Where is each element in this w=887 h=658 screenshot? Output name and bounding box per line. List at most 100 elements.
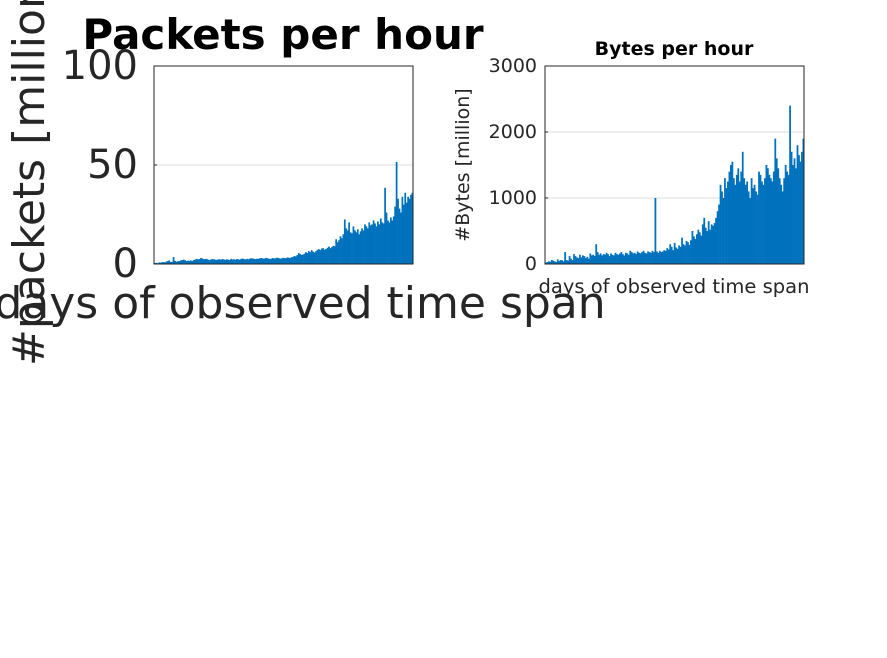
bytes-bar [755, 191, 757, 264]
packets-bar [166, 261, 169, 264]
bytes-bar [641, 252, 643, 264]
bytes-bar [793, 158, 796, 264]
packets-bar [296, 255, 299, 264]
bytes-bar [690, 240, 692, 264]
packets-bar [200, 258, 202, 264]
bytes-bar [728, 171, 731, 264]
bytes-tick-label: 3000 [489, 55, 537, 77]
packets-bar [384, 187, 386, 264]
bytes-bar [713, 223, 716, 264]
packets-bar [237, 259, 240, 264]
bytes-x-axis-label: days of observed time span [539, 275, 810, 298]
packets-bar [388, 222, 391, 264]
bytes-bar [695, 234, 698, 264]
packets-bar [238, 259, 241, 264]
bytes-bar [731, 161, 734, 264]
bytes-bar [598, 254, 601, 264]
bytes-bar [700, 235, 703, 264]
packets-bar [207, 259, 209, 264]
bytes-bar [590, 255, 593, 264]
packets-y-ticks: 0 50 100 [62, 43, 157, 287]
packets-bar [364, 224, 366, 264]
packets-bar [214, 259, 217, 264]
packets-bar [341, 238, 343, 264]
packets-bar [210, 259, 212, 264]
bytes-chart: Bytes per hour 0 1000 2000 3000 days of obs… [452, 38, 809, 298]
bytes-bar [657, 252, 660, 264]
bytes-bar [746, 181, 749, 264]
packets-bar [174, 260, 176, 264]
packets-bar [223, 259, 225, 264]
bytes-bar [638, 252, 641, 264]
bytes-bar [768, 174, 771, 264]
packets-bars [154, 162, 414, 264]
bytes-bar [737, 168, 740, 264]
bytes-chart-title: Bytes per hour [595, 38, 754, 60]
bytes-bar [777, 168, 780, 264]
packets-bar [358, 234, 361, 264]
packets-bar [339, 236, 342, 264]
bytes-bar [775, 158, 778, 264]
packets-bar [217, 259, 220, 264]
packets-bar [374, 223, 376, 264]
packets-bar [234, 259, 237, 264]
packets-bar [391, 220, 394, 264]
packets-bar [302, 254, 304, 264]
bytes-bar [724, 178, 726, 264]
bytes-bar [725, 188, 728, 264]
packets-bar [300, 254, 303, 264]
packets-bar [201, 258, 204, 264]
bytes-bar [710, 224, 713, 264]
packets-bar [220, 259, 222, 264]
bytes-bar [712, 225, 715, 264]
packets-bar [228, 260, 231, 264]
bytes-bar [784, 165, 787, 264]
packets-bar [397, 198, 399, 264]
packets-bar [309, 252, 312, 264]
packets-bar [330, 247, 333, 264]
bytes-bar [661, 251, 664, 264]
packets-bar [195, 258, 198, 264]
packets-bar [336, 242, 339, 264]
packets-bar [233, 259, 235, 264]
bytes-bar [573, 254, 575, 264]
packets-bar [408, 198, 411, 264]
bytes-bar [547, 261, 550, 264]
bytes-bar [559, 260, 562, 264]
packets-bar [169, 262, 172, 264]
bytes-bar [759, 174, 762, 264]
bytes-bar [650, 252, 652, 264]
packets-bar [185, 261, 188, 264]
bytes-bar [740, 171, 743, 264]
packets-bar [283, 258, 286, 264]
bytes-bar [730, 165, 732, 264]
bytes-bar [796, 145, 799, 264]
packets-bar [323, 249, 326, 264]
packets-bar [310, 250, 313, 264]
packets-bar [289, 258, 291, 264]
packets-bar [178, 261, 181, 264]
packets-bar [316, 249, 319, 264]
bytes-bar [789, 105, 791, 264]
bytes-tick-label: 1000 [489, 187, 537, 209]
packets-bar [250, 258, 253, 264]
packets-bar [267, 258, 270, 264]
packets-bar [269, 259, 271, 264]
packets-bar [348, 222, 350, 264]
bytes-bar [688, 244, 691, 264]
bytes-bar [753, 184, 756, 264]
bytes-bar [667, 249, 670, 264]
packets-bar [368, 222, 371, 264]
packets-bar [244, 259, 247, 264]
bytes-bar [619, 253, 621, 264]
packets-bar [299, 254, 302, 264]
packets-bar [382, 223, 385, 264]
bytes-bar [743, 178, 746, 264]
packets-bar [177, 261, 179, 264]
bytes-bar [767, 168, 769, 264]
bytes-bar [758, 171, 760, 264]
packets-bar [303, 253, 306, 264]
packets-bar [320, 248, 323, 264]
packets-bar [221, 259, 224, 264]
packets-bar [225, 259, 228, 264]
